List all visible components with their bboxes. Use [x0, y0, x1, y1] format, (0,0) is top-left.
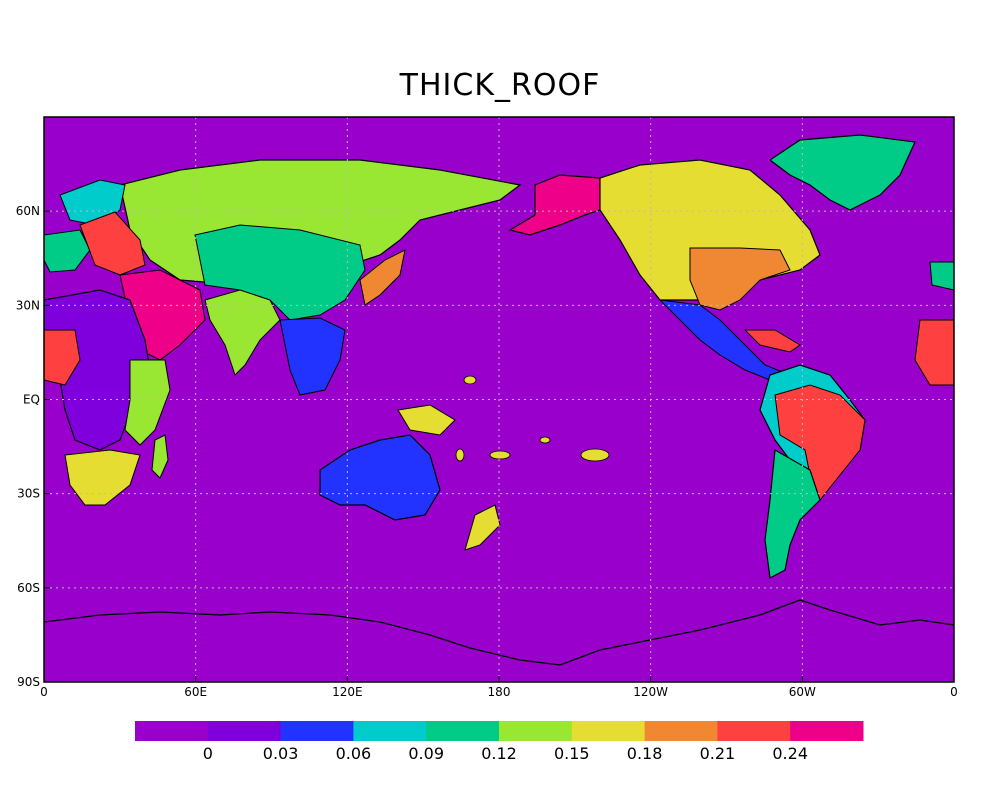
lon-tick-label: 120E: [332, 685, 363, 699]
colorbar-label: 0.24: [772, 744, 808, 763]
lon-axis: 0 60E 120E 180 120W 60W 0: [40, 676, 958, 699]
map-grid: [44, 117, 954, 682]
region-southeast-asia: [279, 317, 346, 396]
colorbar-label: 0.15: [554, 744, 590, 763]
region-west-africa: [44, 329, 81, 386]
map-title: THICK_ROOF: [399, 68, 601, 103]
lon-tick-label: 180: [488, 685, 511, 699]
lon-tick-label: 120W: [633, 685, 668, 699]
lon-tick-label: 60E: [184, 685, 207, 699]
colorbar-swatch: [280, 721, 354, 741]
colorbar-swatch: [644, 721, 718, 741]
colorbar-label: 0.21: [700, 744, 736, 763]
region-madagascar: [151, 434, 169, 479]
colorbar-swatch: [207, 721, 282, 741]
region-east-africa: [124, 359, 171, 446]
region-caribbean: [743, 329, 801, 353]
colorbar-label: 0.06: [336, 744, 372, 763]
region-southern-africa: [64, 449, 141, 506]
lon-tick-label: 0: [950, 685, 958, 699]
region-new-zealand: [464, 504, 501, 551]
colorbar-swatch: [135, 721, 209, 741]
region-greenland: [768, 134, 916, 211]
region-japan: [359, 249, 406, 306]
region-alaska: [508, 174, 601, 236]
region-usa-east: [689, 247, 791, 311]
colorbar-swatch: [571, 721, 646, 741]
region-east-edge-africa: [914, 319, 954, 386]
region-brazil: [774, 384, 866, 501]
region-east-edge-europe: [929, 261, 954, 291]
colorbar-swatch: [499, 721, 573, 741]
colorbar-label: 0.12: [481, 744, 517, 763]
colorbar-label: 0: [203, 744, 213, 763]
region-scandinavia: [59, 179, 126, 226]
lon-tick-label: 0: [40, 685, 48, 699]
pacific-islands: [455, 375, 610, 462]
land-regions: [44, 134, 954, 666]
colorbar-swatch: [353, 721, 427, 741]
colorbar: 0 0.03 0.06 0.09 0.12 0.15 0.18 0.21 0.24: [135, 721, 864, 763]
lat-tick-label: 30S: [17, 487, 40, 501]
coastline-antarctica: [44, 599, 954, 666]
colorbar-label: 0.18: [627, 744, 663, 763]
region-india: [204, 289, 281, 376]
lat-tick-label: 60N: [16, 204, 40, 218]
lat-tick-label: 30N: [16, 298, 40, 312]
colorbar-label: 0.03: [263, 744, 299, 763]
colorbar-swatch: [717, 721, 791, 741]
lat-tick-label: 90S: [17, 675, 40, 689]
lat-tick-label: 60S: [17, 581, 40, 595]
lat-axis: 60N 30N EQ 30S 60S 90S: [16, 204, 50, 689]
region-new-guinea: [397, 404, 456, 436]
lat-tick-label: EQ: [23, 393, 40, 407]
region-china: [194, 224, 366, 321]
colorbar-swatch: [426, 721, 500, 741]
colorbar-swatch: [790, 721, 864, 741]
colorbar-label: 0.09: [408, 744, 444, 763]
region-australia: [319, 434, 441, 521]
region-south-america-south: [764, 449, 821, 579]
region-west-europe: [44, 229, 91, 273]
lon-tick-label: 60W: [789, 685, 816, 699]
region-east-europe: [79, 211, 146, 276]
